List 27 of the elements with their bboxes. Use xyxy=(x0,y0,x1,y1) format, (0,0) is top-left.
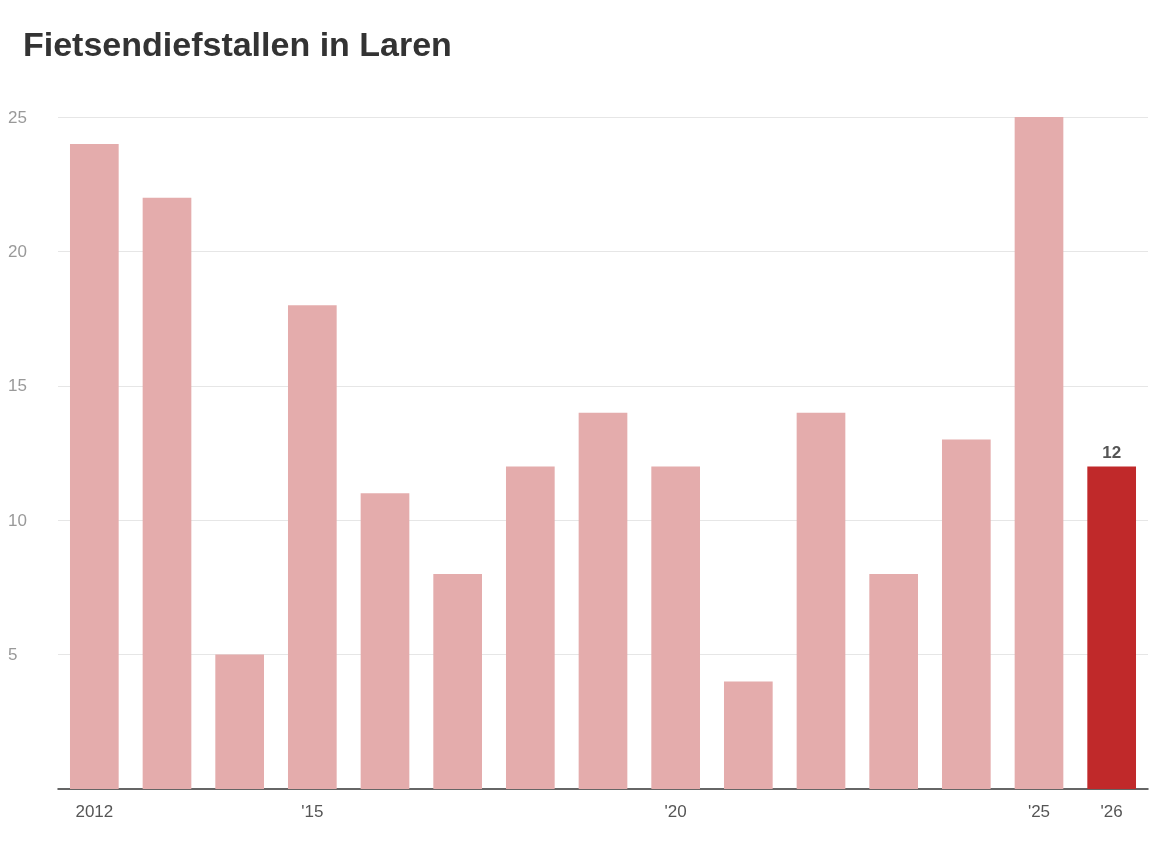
bar xyxy=(1087,466,1137,789)
y-tick-label: 5 xyxy=(8,645,18,665)
x-tick-label: '20 xyxy=(664,802,687,821)
x-tick-label: '25 xyxy=(1027,802,1051,821)
x-tick-label: '26 xyxy=(1100,802,1123,821)
bar xyxy=(505,466,555,789)
bar xyxy=(69,143,119,789)
chart-title: Fietsendiefstallen in Laren xyxy=(23,25,452,63)
bar xyxy=(287,305,337,789)
x-tick-label: 2012 xyxy=(75,802,114,821)
y-tick-label: 20 xyxy=(8,241,27,261)
x-tick-label: '15 xyxy=(301,802,324,821)
bar xyxy=(360,493,410,789)
bar xyxy=(723,681,773,789)
bar xyxy=(869,573,919,789)
bar xyxy=(578,412,628,789)
data-label: 12 xyxy=(1102,443,1122,463)
y-tick-label: 10 xyxy=(8,510,27,530)
y-tick-label: 15 xyxy=(8,376,27,396)
bar xyxy=(651,466,701,789)
bar xyxy=(142,197,192,789)
y-tick-label: 25 xyxy=(8,107,27,127)
bar xyxy=(433,573,483,789)
bar xyxy=(941,439,991,789)
bar xyxy=(1014,117,1064,789)
bar xyxy=(215,654,265,789)
bar xyxy=(796,412,846,789)
